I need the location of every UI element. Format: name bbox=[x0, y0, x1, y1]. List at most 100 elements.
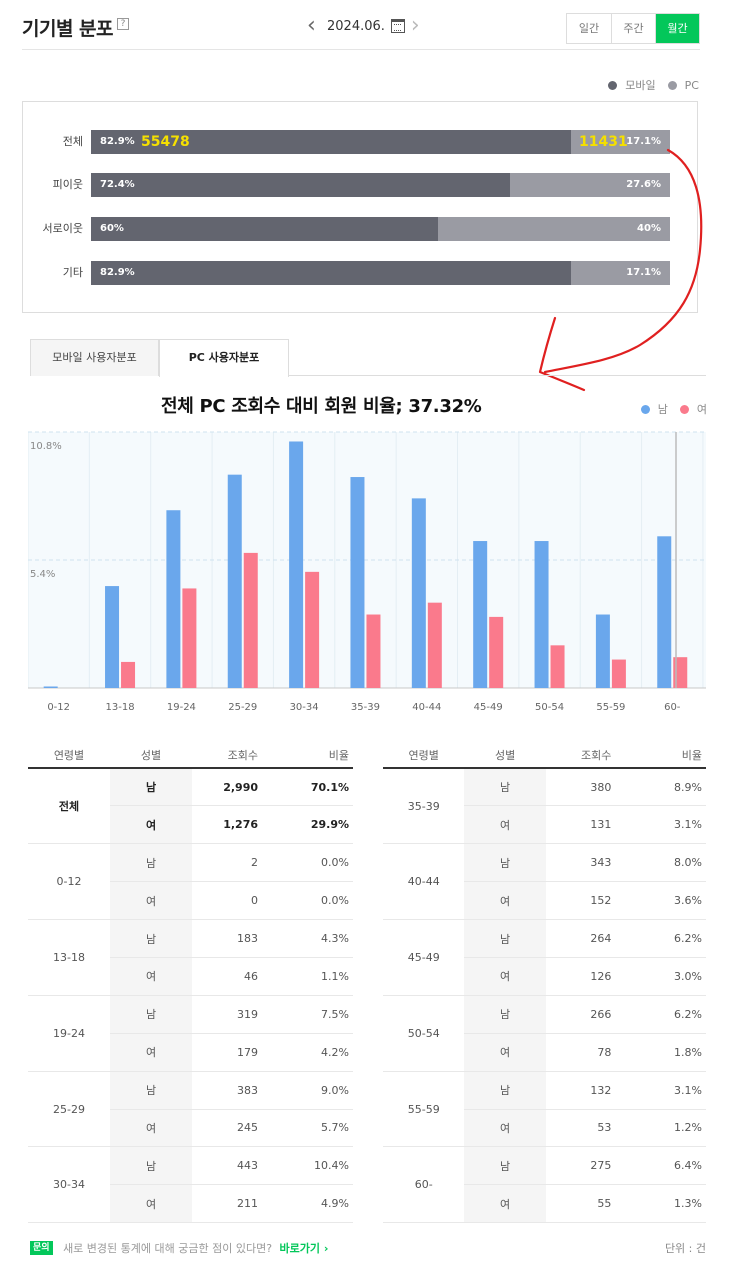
count-cell: 0 bbox=[192, 881, 272, 921]
table-row: 여 55 1.3% bbox=[383, 1184, 706, 1224]
pc-segment: 27.6% bbox=[510, 173, 670, 197]
device-distribution-box: 전체 82.9% 55478 11431 17.1% 피이웃 72.4% 27.… bbox=[22, 101, 698, 313]
device-row-label: 기타 bbox=[62, 266, 83, 279]
tab-daily[interactable]: 일간 bbox=[567, 14, 611, 43]
calendar-icon[interactable] bbox=[390, 19, 405, 33]
bar-male bbox=[227, 474, 242, 688]
legend-pc: PC bbox=[667, 77, 699, 93]
ratio-cell: 8.0% bbox=[625, 843, 706, 883]
table-header-cell: 연령별 bbox=[28, 742, 110, 769]
date-label: 2024.06. bbox=[327, 18, 385, 34]
y-tick-label: 10.8% bbox=[30, 441, 62, 452]
table-row: 19-24 남 319 7.5% bbox=[28, 995, 353, 1072]
table-row: 50-54 남 266 6.2% bbox=[383, 995, 706, 1072]
table-header-cell: 비율 bbox=[625, 742, 706, 769]
table-header-cell: 조회수 bbox=[545, 742, 626, 769]
bar-male bbox=[534, 541, 549, 688]
help-icon[interactable]: ? bbox=[117, 18, 129, 30]
legend-pc-label: PC bbox=[684, 78, 699, 92]
ratio-cell: 5.7% bbox=[272, 1109, 353, 1148]
distribution-tabs: 모바일 사용자분포 PC 사용자분포 bbox=[30, 339, 706, 377]
chevron-left-icon[interactable]: ‹ bbox=[307, 13, 316, 38]
tab-weekly[interactable]: 주간 bbox=[611, 14, 655, 43]
table-row: 여 245 5.7% bbox=[28, 1109, 353, 1148]
ratio-cell: 4.9% bbox=[272, 1184, 353, 1224]
gender-cell: 여 bbox=[464, 1184, 546, 1224]
x-tick-label: 60- bbox=[664, 702, 681, 713]
chart-svg: 10.8% 5.4% 0-12 13-18 19-24 25-29 30-34 35-39 40… bbox=[27, 431, 706, 713]
device-row-label: 전체 bbox=[62, 135, 83, 148]
footer-text: 새로 변경된 통계에 대해 궁금한 점이 있다면? bbox=[63, 1242, 273, 1255]
ratio-cell: 4.2% bbox=[272, 1033, 353, 1072]
gender-cell: 남 bbox=[464, 1146, 546, 1186]
mobile-percent: 82.9% bbox=[100, 136, 135, 147]
count-cell: 2,990 bbox=[192, 768, 272, 807]
device-bar: 72.4% 27.6% bbox=[91, 173, 670, 197]
tab-pc-distribution[interactable]: PC 사용자분포 bbox=[159, 339, 289, 377]
table-header-cell: 성별 bbox=[464, 742, 546, 769]
bar-male bbox=[166, 510, 181, 688]
bar-male bbox=[473, 541, 488, 688]
count-cell: 179 bbox=[192, 1033, 272, 1072]
legend-female: 여 bbox=[679, 401, 707, 417]
device-legend: 모바일 PC bbox=[596, 77, 699, 93]
red-arrow-annotation bbox=[538, 148, 703, 392]
bar-male bbox=[289, 441, 304, 688]
x-tick-label: 13-18 bbox=[106, 702, 135, 713]
pc-percent: 27.6% bbox=[626, 179, 661, 190]
tab-monthly[interactable]: 월간 bbox=[655, 14, 699, 43]
legend-male: 남 bbox=[640, 401, 668, 417]
age-group-cell: 19-24 bbox=[28, 995, 110, 1072]
table-row: 여 46 1.1% bbox=[28, 957, 353, 996]
count-cell: 383 bbox=[192, 1071, 272, 1110]
count-cell: 343 bbox=[545, 843, 626, 883]
pc-percent: 40% bbox=[637, 223, 661, 234]
shortcut-link[interactable]: 바로가기 › bbox=[279, 1242, 329, 1255]
age-group-cell: 45-49 bbox=[383, 919, 465, 996]
device-row-label: 서로이웃 bbox=[42, 222, 83, 235]
bar-male bbox=[657, 536, 672, 688]
period-tabs: 일간 주간 월간 bbox=[566, 13, 700, 44]
table-header-cell: 조회수 bbox=[192, 742, 272, 769]
bar-female bbox=[366, 614, 381, 688]
tab-mobile-distribution[interactable]: 모바일 사용자분포 bbox=[30, 339, 159, 376]
gender-cell: 남 bbox=[110, 995, 192, 1034]
gender-cell: 여 bbox=[110, 957, 192, 996]
bar-female bbox=[305, 571, 320, 688]
table-row: 여 179 4.2% bbox=[28, 1033, 353, 1072]
age-gender-chart: 10.8% 5.4% 0-12 13-18 19-24 25-29 30-34 35-39 40… bbox=[27, 430, 706, 720]
mobile-count: 55478 bbox=[141, 134, 190, 150]
x-tick-label: 55-59 bbox=[596, 702, 625, 713]
mobile-segment: 72.4% bbox=[91, 173, 511, 197]
count-cell: 152 bbox=[545, 881, 626, 921]
count-cell: 319 bbox=[192, 995, 272, 1034]
gender-cell: 여 bbox=[110, 881, 192, 921]
gender-legend: 남 여 bbox=[629, 401, 707, 417]
table-row: 여 131 3.1% bbox=[383, 805, 706, 845]
mobile-segment: 82.9% 55478 bbox=[91, 130, 571, 154]
ratio-cell: 3.6% bbox=[625, 881, 706, 921]
date-navigator: ‹ 2024.06. › bbox=[307, 14, 425, 38]
bar-male bbox=[595, 614, 610, 688]
header: 기기별 분포 ? ‹ 2024.06. › 일간 주간 월간 bbox=[22, 10, 700, 50]
count-cell: 264 bbox=[545, 919, 626, 958]
pc-percent: 17.1% bbox=[626, 267, 661, 278]
gender-cell: 남 bbox=[464, 843, 546, 883]
ratio-cell: 1.1% bbox=[272, 957, 353, 996]
arrow-head bbox=[538, 316, 586, 392]
count-cell: 380 bbox=[545, 768, 626, 807]
table-row: 여 126 3.0% bbox=[383, 957, 706, 996]
ratio-cell: 3.0% bbox=[625, 957, 706, 996]
table-row: 40-44 남 343 8.0% bbox=[383, 843, 706, 921]
device-row-label: 피이웃 bbox=[52, 178, 83, 191]
gender-cell: 여 bbox=[464, 881, 546, 921]
count-cell: 53 bbox=[545, 1109, 626, 1148]
table-row: 25-29 남 383 9.0% bbox=[28, 1071, 353, 1148]
table-row: 60- 남 275 6.4% bbox=[383, 1146, 706, 1224]
x-tick-label: 40-44 bbox=[412, 702, 441, 713]
table-row: 0-12 남 2 0.0% bbox=[28, 843, 353, 921]
ratio-cell: 4.3% bbox=[272, 919, 353, 958]
chevron-right-icon[interactable]: › bbox=[410, 13, 420, 38]
count-cell: 2 bbox=[192, 843, 272, 883]
bar-male bbox=[411, 498, 426, 688]
